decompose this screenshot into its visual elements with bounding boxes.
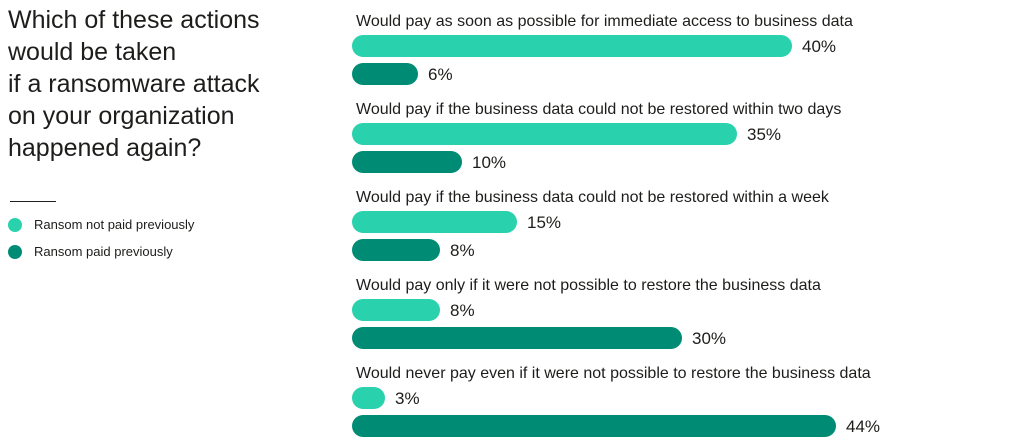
data-label: 30% (692, 329, 726, 348)
legend-divider (10, 201, 56, 202)
category-label: Would pay as soon as possible for immedi… (356, 13, 853, 30)
category-label: Would never pay even if it were not poss… (356, 365, 871, 382)
legend-swatch-paid (8, 244, 22, 259)
data-label: 8% (450, 241, 475, 260)
bar (352, 35, 792, 57)
legend: Ransom not paid previously Ransom paid p… (8, 211, 194, 265)
bar (352, 63, 418, 85)
legend-label-paid: Ransom paid previously (34, 244, 173, 259)
data-label: 35% (747, 125, 781, 144)
category-label: Would pay if the business data could not… (356, 101, 841, 118)
data-label: 15% (527, 213, 561, 232)
data-label: 44% (846, 417, 880, 436)
legend-item-not-paid: Ransom not paid previously (8, 211, 194, 238)
bar (352, 151, 462, 173)
bar (352, 239, 440, 261)
legend-item-paid: Ransom paid previously (8, 238, 194, 265)
data-label: 8% (450, 301, 475, 320)
bar (352, 299, 440, 321)
data-label: 10% (472, 153, 506, 172)
bar (352, 415, 836, 437)
legend-swatch-not-paid (8, 217, 22, 232)
category-label: Would pay only if it were not possible t… (356, 277, 821, 294)
chart-title: Which of these actions would be taken if… (8, 6, 260, 162)
bar (352, 123, 737, 145)
data-label: 40% (802, 37, 836, 56)
legend-label-not-paid: Ransom not paid previously (34, 217, 195, 232)
category-label: Would pay if the business data could not… (356, 189, 830, 206)
bar (352, 211, 517, 233)
bar (352, 327, 682, 349)
data-label: 3% (395, 389, 420, 408)
data-label: 6% (428, 65, 453, 84)
bar (352, 387, 385, 409)
